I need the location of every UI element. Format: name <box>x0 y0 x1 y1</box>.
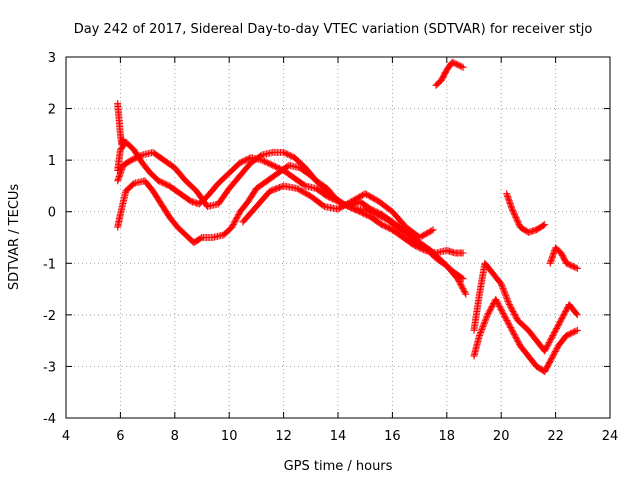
data-point <box>540 221 548 229</box>
data-point <box>482 314 490 322</box>
x-tick-label: 8 <box>171 429 179 444</box>
data-point <box>504 298 512 306</box>
data-point <box>119 136 127 144</box>
data-point <box>458 63 466 71</box>
data-point <box>497 280 505 288</box>
data-point <box>459 249 467 257</box>
data-point <box>502 292 510 300</box>
data-point <box>459 63 467 71</box>
data-point <box>477 327 485 335</box>
chart-title: Day 242 of 2017, Sidereal Day-to-day VTE… <box>74 22 593 37</box>
y-tick-label: 0 <box>48 206 56 221</box>
x-tick-label: 24 <box>602 429 619 444</box>
data-point <box>476 330 484 338</box>
data-point <box>501 290 509 298</box>
data-point <box>479 323 487 331</box>
data-point <box>498 281 506 289</box>
data-point <box>461 289 469 297</box>
y-tick-label: 3 <box>48 51 56 66</box>
data-point <box>572 327 580 335</box>
data-point <box>480 321 488 329</box>
x-tick-label: 6 <box>116 429 124 444</box>
axis-ticks <box>65 56 611 419</box>
x-tick-label: 12 <box>275 429 292 444</box>
series-track-h <box>503 190 549 236</box>
data-point <box>477 329 485 337</box>
y-tick-label: 2 <box>48 103 56 118</box>
data-point <box>462 290 470 298</box>
data-point <box>483 312 491 320</box>
data-point <box>541 221 549 229</box>
x-axis-label: GPS time / hours <box>284 459 393 474</box>
data-point <box>429 226 437 234</box>
y-tick-label: 1 <box>48 154 56 169</box>
data-point <box>349 204 357 212</box>
y-tick-label: -1 <box>43 257 56 272</box>
data-point <box>572 264 580 272</box>
data-point <box>504 296 512 304</box>
data-point <box>498 283 506 291</box>
grid <box>66 57 610 418</box>
y-tick-label: -3 <box>43 360 56 375</box>
data-point <box>481 318 489 326</box>
x-tick-label: 18 <box>439 429 456 444</box>
series-track-c <box>114 161 467 283</box>
x-tick-label: 10 <box>221 429 238 444</box>
x-tick-label: 20 <box>493 429 510 444</box>
series-track-f <box>470 259 581 355</box>
data-point <box>573 311 581 319</box>
y-axis-label: SDTVAR / TECUs <box>7 184 22 291</box>
series-track-i <box>546 244 581 272</box>
data-point <box>480 320 488 328</box>
data-point <box>137 152 145 160</box>
x-tick-label: 14 <box>330 429 347 444</box>
series-track-e <box>432 58 467 89</box>
data-point <box>503 295 511 303</box>
data-point <box>475 331 483 339</box>
x-tick-label: 4 <box>62 429 70 444</box>
data-point <box>505 299 513 307</box>
data-point <box>458 274 466 282</box>
data-point <box>478 324 486 332</box>
series-track-d <box>239 182 437 241</box>
data-point <box>428 227 436 235</box>
series-track-b <box>114 148 470 298</box>
data-points <box>114 58 581 376</box>
data-point <box>572 310 580 318</box>
data-point <box>481 317 489 325</box>
data-point <box>482 315 490 323</box>
data-point <box>573 264 581 272</box>
series-track-g <box>470 295 581 376</box>
data-point <box>501 289 509 297</box>
x-tick-label: 22 <box>547 429 564 444</box>
y-tick-label: -2 <box>43 309 56 324</box>
series-track-j <box>114 99 127 149</box>
data-point <box>500 287 508 295</box>
data-point <box>500 286 508 294</box>
data-point <box>499 284 507 292</box>
x-tick-label: 16 <box>384 429 401 444</box>
y-tick-label: -4 <box>43 412 56 427</box>
data-point <box>478 326 486 334</box>
data-point <box>459 275 467 283</box>
data-point <box>502 293 510 301</box>
data-point <box>573 326 581 334</box>
